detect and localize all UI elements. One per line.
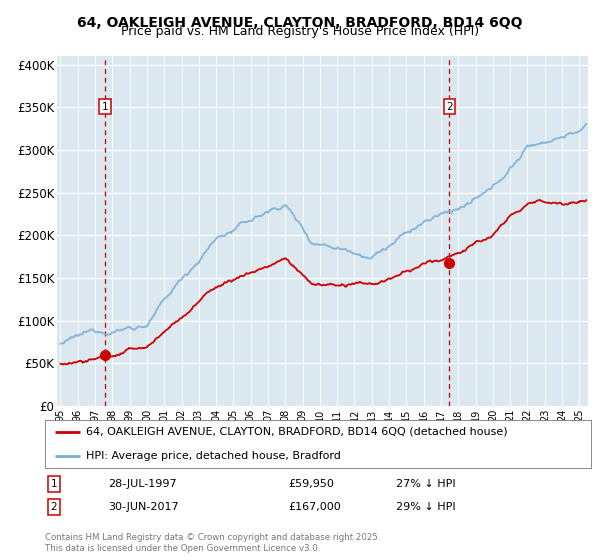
Text: 2: 2: [446, 102, 453, 112]
Text: 64, OAKLEIGH AVENUE, CLAYTON, BRADFORD, BD14 6QQ: 64, OAKLEIGH AVENUE, CLAYTON, BRADFORD, …: [77, 16, 523, 30]
Text: Price paid vs. HM Land Registry's House Price Index (HPI): Price paid vs. HM Land Registry's House …: [121, 25, 479, 38]
Text: 1: 1: [101, 102, 108, 112]
Text: £167,000: £167,000: [288, 502, 341, 512]
Text: Contains HM Land Registry data © Crown copyright and database right 2025.
This d: Contains HM Land Registry data © Crown c…: [45, 533, 380, 553]
Text: 27% ↓ HPI: 27% ↓ HPI: [396, 479, 455, 489]
Text: HPI: Average price, detached house, Bradford: HPI: Average price, detached house, Brad…: [86, 451, 341, 461]
Text: 28-JUL-1997: 28-JUL-1997: [108, 479, 176, 489]
Text: 1: 1: [50, 479, 58, 489]
Text: 29% ↓ HPI: 29% ↓ HPI: [396, 502, 455, 512]
Text: 2: 2: [50, 502, 58, 512]
Text: £59,950: £59,950: [288, 479, 334, 489]
Text: 30-JUN-2017: 30-JUN-2017: [108, 502, 179, 512]
Text: 64, OAKLEIGH AVENUE, CLAYTON, BRADFORD, BD14 6QQ (detached house): 64, OAKLEIGH AVENUE, CLAYTON, BRADFORD, …: [86, 427, 508, 437]
